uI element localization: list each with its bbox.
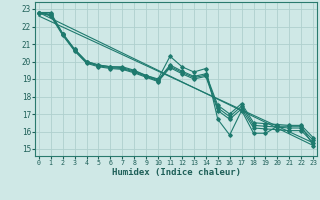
X-axis label: Humidex (Indice chaleur): Humidex (Indice chaleur) bbox=[111, 168, 241, 177]
